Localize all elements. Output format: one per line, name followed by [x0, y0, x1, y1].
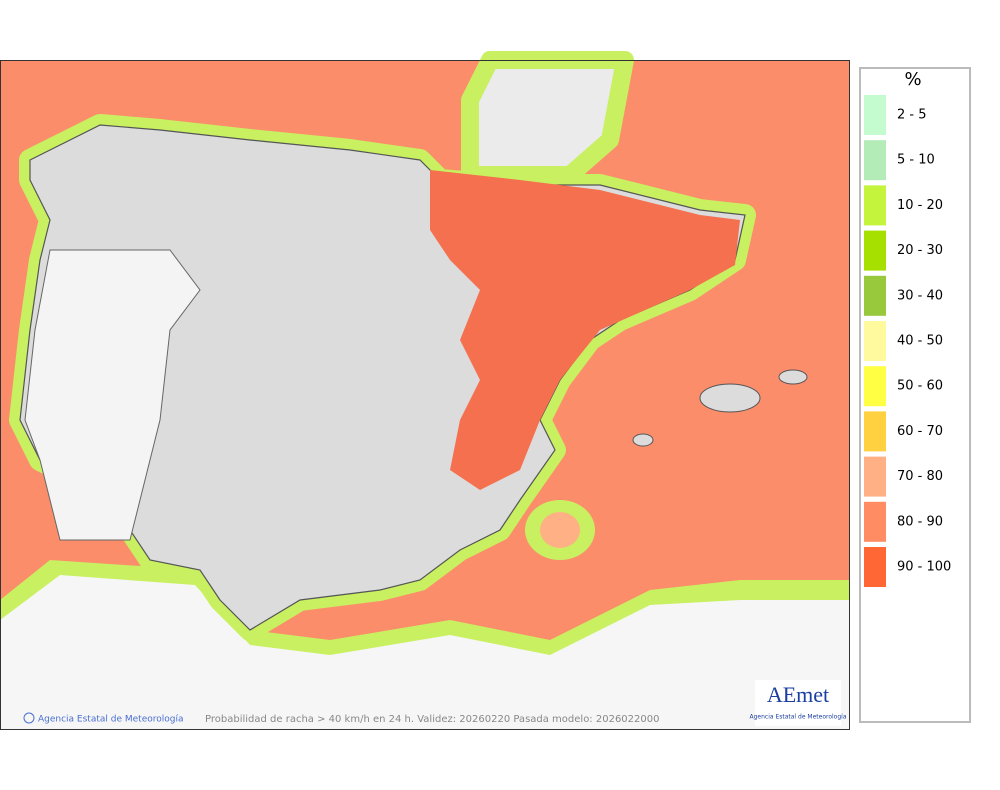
map	[0, 51, 850, 730]
legend-swatch	[864, 501, 886, 542]
logo-box	[755, 680, 841, 726]
legend-label: 10 - 20	[897, 198, 943, 213]
map-frame	[0, 60, 850, 730]
legend-label: 5 - 10	[897, 153, 935, 168]
mallorca	[699, 383, 761, 413]
legend-label: 60 - 70	[897, 424, 943, 439]
legend-label: 50 - 60	[897, 379, 943, 394]
legend-swatch	[864, 275, 886, 316]
high-probability-area	[430, 170, 740, 490]
legend-swatch	[864, 140, 886, 181]
footer: Agencia Estatal de Meteorología Probabil…	[23, 712, 659, 725]
legend-label: 40 - 50	[897, 334, 943, 349]
portugal	[24, 249, 201, 541]
legend-swatch	[864, 185, 886, 226]
legend-title: %	[904, 69, 921, 90]
copyright-icon	[23, 712, 35, 724]
sea-patch-core	[540, 512, 580, 548]
legend-label: 20 - 30	[897, 243, 943, 258]
legend-swatch	[864, 321, 886, 361]
legend-swatch	[864, 456, 886, 497]
legend-label: 30 - 40	[897, 288, 943, 303]
legend-label: 90 - 100	[897, 560, 951, 575]
legend-swatch	[864, 547, 886, 587]
france	[461, 51, 634, 184]
legend-label: 2 - 5	[897, 108, 927, 123]
menorca	[778, 369, 808, 385]
logo: AEmet Agencia Estatal de Meteorología	[750, 680, 847, 726]
legend-swatch	[864, 366, 886, 407]
credit: Agencia Estatal de Meteorología	[38, 715, 184, 725]
legend-label: 70 - 80	[897, 469, 943, 484]
legend-swatch	[864, 411, 886, 452]
logo-subtitle: Agencia Estatal de Meteorología	[750, 714, 847, 721]
legend: % 2 - 5 5 - 10 10 - 20 20 - 30 30 - 40 40 - 5…	[859, 67, 971, 723]
legend-label: 80 - 90	[897, 514, 943, 529]
ibiza	[632, 433, 654, 447]
legend-swatch	[864, 95, 886, 135]
legend-swatch	[864, 230, 886, 271]
africa	[0, 575, 850, 730]
logo-name: AEmet	[767, 682, 829, 707]
caption: Probabilidad de racha > 40 km/h en 24 h.…	[205, 714, 659, 725]
